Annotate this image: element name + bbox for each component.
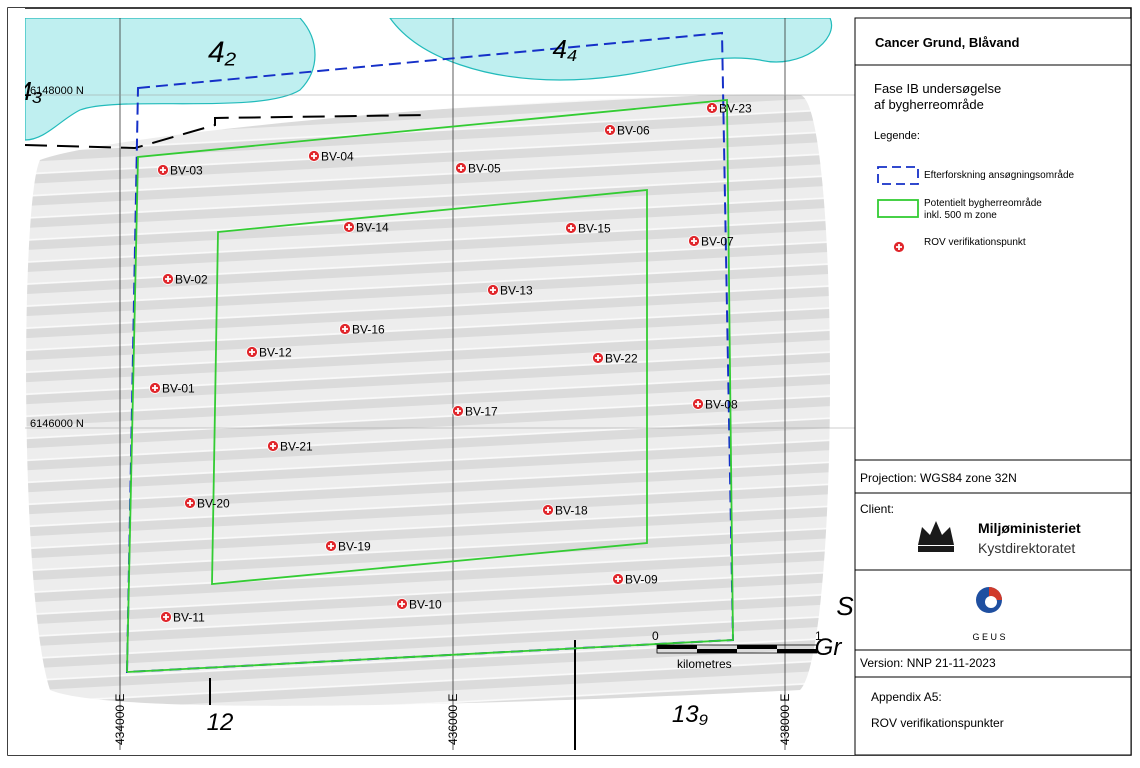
client-name: Miljøministeriet bbox=[978, 520, 1081, 536]
client-sub: Kystdirektoratet bbox=[978, 540, 1075, 556]
base-label: 4₂ bbox=[208, 36, 237, 69]
easting-label: 438000 E bbox=[778, 694, 792, 745]
point-label: BV-13 bbox=[500, 284, 533, 298]
base-label: 13₉ bbox=[672, 701, 708, 728]
scale-unit: kilometres bbox=[677, 657, 732, 671]
legend-item: Efterforskning ansøgningsområde bbox=[924, 169, 1075, 181]
point-label: BV-21 bbox=[280, 440, 313, 454]
point-label: BV-08 bbox=[705, 398, 738, 412]
point-label: BV-06 bbox=[617, 124, 650, 138]
appendix: Appendix A5: bbox=[871, 690, 942, 704]
point-label: BV-09 bbox=[625, 573, 658, 587]
point-label: BV-23 bbox=[719, 102, 752, 116]
point-label: BV-22 bbox=[605, 352, 638, 366]
margin bbox=[25, 750, 855, 755]
appendix: ROV verifikationspunkter bbox=[871, 716, 1004, 730]
point-label: BV-11 bbox=[173, 611, 205, 625]
easting-label: 434000 E bbox=[113, 694, 127, 745]
client-label: Client: bbox=[860, 502, 894, 516]
point-label: BV-17 bbox=[465, 405, 498, 419]
crown-base bbox=[918, 546, 954, 552]
northing-label: 6148000 N bbox=[30, 85, 84, 97]
legend-subtitle: Fase IB undersøgelse bbox=[874, 81, 1001, 96]
map-area: BV-01 BV-02 BV-03 BV-04 BV-05 BV-06 BV-07 BV-08… bbox=[18, 18, 855, 750]
scale-tick: 0 bbox=[652, 629, 659, 643]
point-label: BV-20 bbox=[197, 497, 230, 511]
projection: Projection: WGS84 zone 32N bbox=[860, 471, 1017, 485]
point-label: BV-03 bbox=[170, 164, 203, 178]
base-label: 4₄ bbox=[553, 34, 578, 64]
northing-label: 6146000 N bbox=[30, 418, 84, 430]
base-label: S bbox=[836, 591, 854, 621]
point-label: BV-07 bbox=[701, 235, 734, 249]
geus-name: G E U S bbox=[972, 632, 1005, 642]
legend-subtitle: af bygherreområde bbox=[874, 97, 984, 112]
point-label: BV-16 bbox=[352, 323, 385, 337]
point-label: BV-04 bbox=[321, 150, 354, 164]
version: Version: NNP 21-11-2023 bbox=[860, 656, 996, 670]
legend-item: Potentielt bygherreområde bbox=[924, 197, 1042, 209]
point-label: BV-15 bbox=[578, 222, 611, 236]
base-label: 12 bbox=[207, 709, 234, 736]
legend-heading: Legende: bbox=[874, 130, 920, 142]
point-label: BV-12 bbox=[259, 346, 292, 360]
point-label: BV-02 bbox=[175, 273, 208, 287]
legend-panel: Cancer Grund, Blåvand Fase IB undersøgels… bbox=[855, 18, 1131, 755]
legend-item: inkl. 500 m zone bbox=[924, 210, 997, 221]
map-sheet: BV-01 BV-02 BV-03 BV-04 BV-05 BV-06 BV-07 BV-08… bbox=[0, 0, 1140, 763]
legend-title: Cancer Grund, Blåvand bbox=[875, 35, 1020, 50]
point-label: BV-10 bbox=[409, 598, 442, 612]
point-label: BV-01 bbox=[162, 382, 195, 396]
legend-item: ROV verifikationspunkt bbox=[924, 237, 1026, 248]
margin bbox=[8, 8, 25, 755]
scale-tick: 1 bbox=[815, 629, 822, 643]
point-label: BV-18 bbox=[555, 504, 588, 518]
easting-label: 436000 E bbox=[446, 694, 460, 745]
point-label: BV-19 bbox=[338, 540, 371, 554]
point-label: BV-05 bbox=[468, 162, 501, 176]
geus-logo-core bbox=[985, 596, 997, 608]
point-label: BV-14 bbox=[356, 221, 389, 235]
